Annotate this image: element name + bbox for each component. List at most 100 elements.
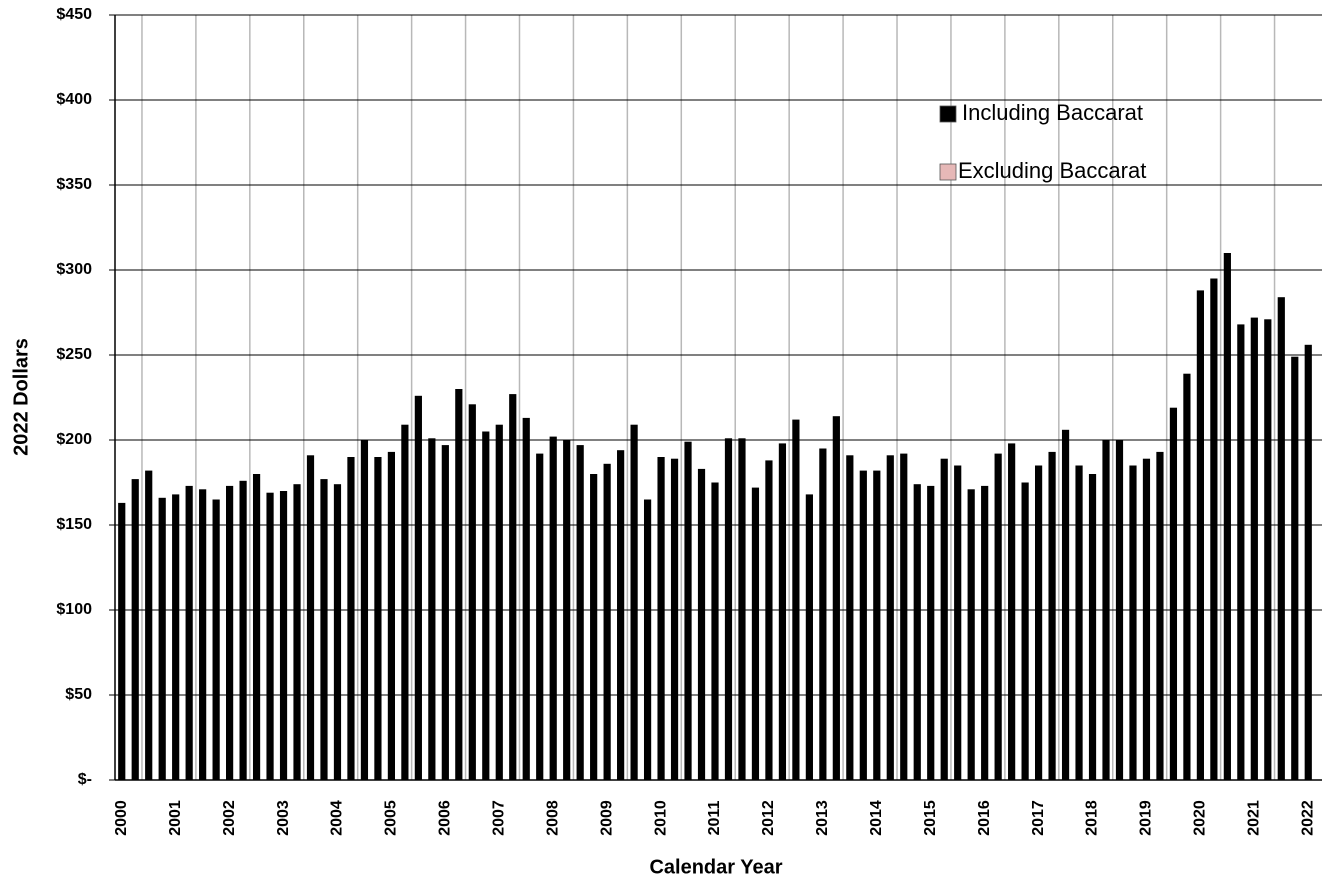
bar [252, 474, 261, 780]
bar [306, 455, 315, 780]
legend-text: Including Baccarat [962, 100, 1143, 125]
bar [185, 485, 193, 780]
x-tick-label: 2020 [1192, 800, 1209, 836]
bar [657, 457, 665, 780]
bar [522, 417, 530, 780]
bar [320, 479, 328, 780]
bar [428, 438, 436, 780]
bar [1088, 474, 1097, 780]
x-tick-label: 2019 [1138, 800, 1155, 836]
bar [1102, 440, 1110, 780]
bar [967, 489, 975, 780]
bar [266, 492, 274, 780]
bar [374, 457, 382, 780]
bar [293, 484, 301, 780]
bar [643, 499, 652, 780]
bar [387, 451, 396, 780]
bar [212, 499, 220, 780]
bar [765, 460, 773, 780]
bar [1264, 319, 1272, 780]
bar [549, 436, 557, 780]
bar [900, 453, 908, 780]
y-tick-label: $200 [56, 431, 92, 448]
y-tick-label: $150 [56, 516, 92, 533]
x-tick-label: 2001 [167, 800, 184, 836]
x-axis-title: Calendar Year [649, 856, 782, 878]
bar [1034, 465, 1043, 780]
bar [630, 424, 638, 780]
bar [172, 494, 180, 780]
legend-swatch [939, 163, 957, 181]
bar [239, 480, 247, 780]
bar [468, 404, 476, 780]
bar [1115, 440, 1124, 780]
bar [738, 438, 746, 780]
bar [1291, 356, 1299, 780]
bar [1237, 324, 1245, 780]
x-tick-label: 2013 [814, 800, 831, 836]
bar [1250, 317, 1258, 780]
bar [846, 455, 854, 780]
bar [441, 445, 449, 780]
bar [1075, 465, 1083, 780]
bar [145, 470, 153, 780]
bar [1008, 443, 1016, 780]
bar [536, 453, 544, 780]
y-tick-label: $50 [65, 686, 92, 703]
x-tick-label: 2007 [490, 800, 507, 836]
bar [792, 419, 800, 780]
bar [414, 395, 422, 780]
x-tick-label: 2000 [113, 800, 130, 836]
bar [455, 389, 463, 780]
bar [819, 448, 827, 780]
bar [1304, 344, 1312, 780]
bar [1196, 290, 1204, 780]
bar [778, 443, 787, 780]
x-tick-label: 2003 [275, 800, 292, 836]
bar [1021, 482, 1029, 780]
bar [1169, 407, 1178, 780]
bar [199, 489, 207, 780]
bar [940, 458, 948, 780]
bar [590, 474, 598, 780]
bar [954, 465, 962, 780]
x-tick-label: 2016 [976, 800, 993, 836]
bar [832, 416, 840, 780]
bar [118, 502, 126, 780]
y-tick-label: $450 [56, 6, 92, 23]
bar [226, 485, 234, 780]
bar [603, 463, 611, 780]
bar [711, 482, 719, 780]
bar [927, 485, 935, 780]
bar [360, 440, 369, 780]
bar [482, 431, 490, 780]
bar [509, 394, 517, 780]
y-tick-label: $250 [56, 346, 92, 363]
bar [401, 424, 409, 780]
bar [859, 470, 867, 780]
bar [1048, 451, 1056, 780]
bar [1129, 465, 1137, 780]
x-tick-label: 2011 [706, 801, 723, 836]
y-tick-label: $400 [56, 91, 92, 108]
x-tick-label: 2017 [1030, 800, 1047, 836]
bar [131, 479, 139, 780]
x-tick-label: 2015 [922, 800, 939, 836]
bar [1156, 451, 1164, 780]
bar [981, 485, 989, 780]
x-tick-label: 2022 [1299, 800, 1316, 836]
bar [1210, 278, 1218, 780]
bar [333, 484, 342, 780]
bar [563, 440, 571, 780]
bar [697, 468, 706, 780]
legend-text: Excluding Baccarat [958, 158, 1146, 183]
y-axis-title: 2022 Dollars [10, 338, 32, 456]
y-tick-label: $300 [56, 261, 92, 278]
bar [886, 455, 894, 780]
bar [805, 494, 813, 780]
x-tick-label: 2018 [1084, 800, 1101, 836]
bar [670, 458, 679, 780]
bar [1183, 373, 1191, 780]
x-tick-label: 2004 [329, 800, 346, 836]
